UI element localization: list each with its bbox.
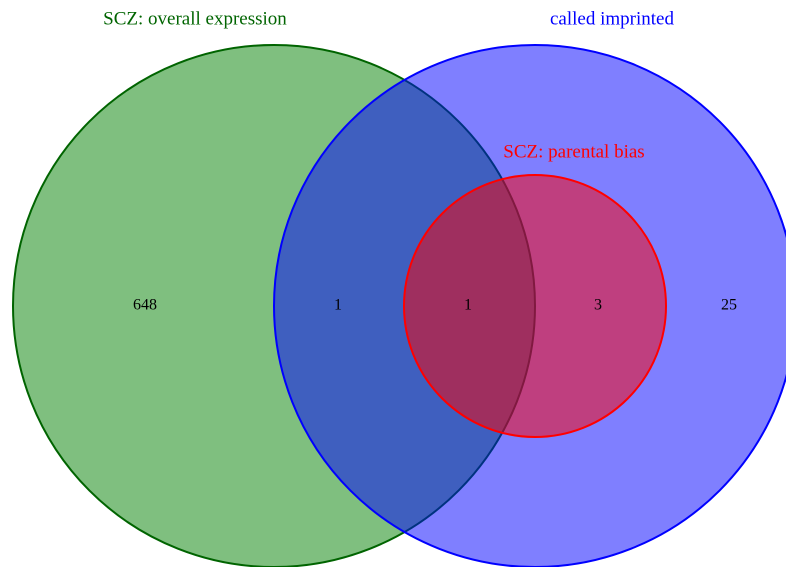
region-count: 1 [464, 297, 472, 314]
set-label: SCZ: overall expression [103, 8, 287, 29]
set-label: SCZ: parental bias [503, 141, 644, 162]
region-count: 648 [133, 297, 157, 314]
set-circle [403, 174, 667, 438]
set-label: called imprinted [550, 8, 674, 29]
region-count: 1 [334, 297, 342, 314]
region-count: 3 [594, 297, 602, 314]
region-count: 25 [721, 297, 737, 314]
